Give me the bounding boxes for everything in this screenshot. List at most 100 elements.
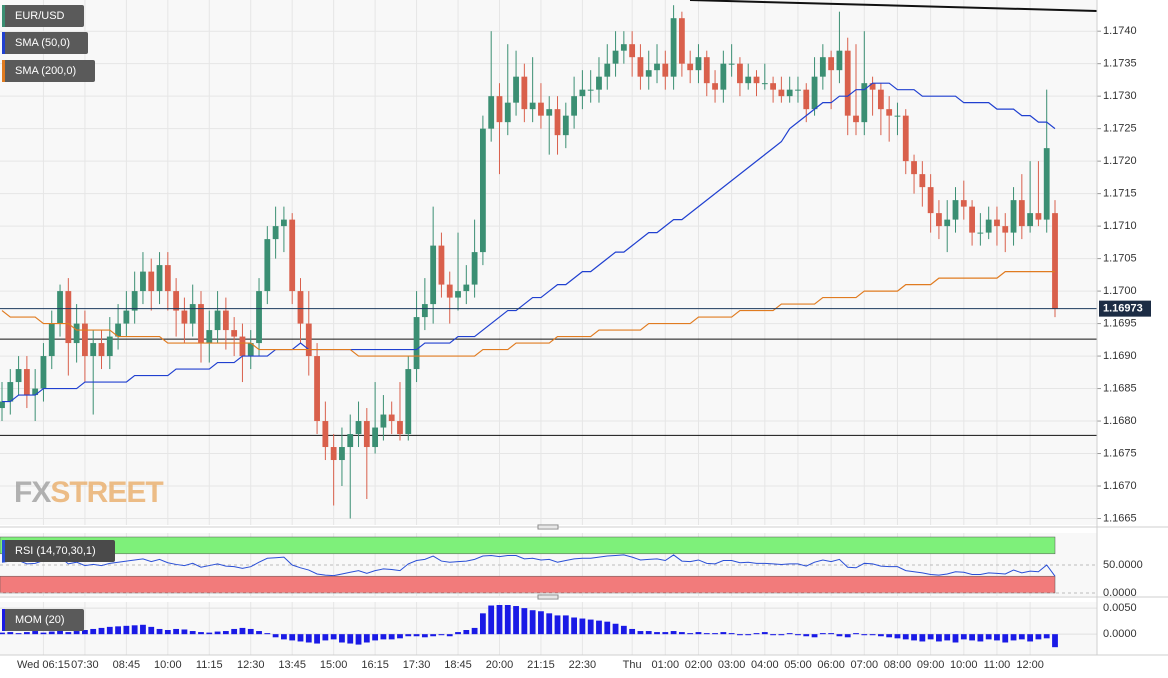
mom-bar [662,632,669,635]
mom-bar [770,634,776,636]
candle-body [861,83,868,123]
mom-bar [363,634,370,643]
mom-bar [960,634,967,640]
candle-body [828,57,835,71]
last-price-box [1099,300,1151,317]
mom-bar [678,632,685,635]
indicator-line [1,554,1056,577]
candle-body [363,421,370,448]
x-tick-label: 12:00 [1016,659,1044,671]
candle-body [173,291,180,311]
mom-bar [372,634,379,641]
mom-bar [728,633,735,635]
candle-body [645,70,652,77]
y-tick-label: 1.1685 [1103,382,1137,394]
mom-bar [936,634,942,642]
candle-body [538,102,544,116]
candle-body [430,245,437,305]
mom-bar [181,629,188,635]
candle-body [678,18,685,64]
candle-body [488,96,495,129]
x-tick-label: 09:00 [917,659,945,671]
mom-bar [123,625,130,635]
y-tick-label: 0.0050 [1103,602,1137,614]
candle-body [778,89,785,97]
candle-body [521,76,528,110]
legend-swatch [2,5,5,27]
candle-body [40,356,47,389]
candle-body [471,252,478,285]
candle-body [131,291,138,311]
candle-body [372,427,379,448]
candle-body [281,219,287,227]
candle-body [869,83,876,90]
mom-bar [0,632,5,635]
mom-bar [222,631,229,635]
last-price-label: 1.16973 [1103,303,1143,315]
mom-bar [438,634,445,636]
mom-bar [737,634,743,636]
candle-body [98,343,105,357]
candle-body [728,63,735,65]
x-tick-label: 13:45 [278,659,306,671]
candle-body [712,83,718,90]
candle-body [7,382,14,402]
candle-body [703,57,710,84]
x-tick-label: 02:00 [685,659,713,671]
legend-box [2,32,88,54]
pane-handle [537,524,559,530]
mom-bar [48,631,55,635]
legend-box [2,60,95,82]
y-tick-label: 1.1735 [1103,58,1137,70]
mom-bar [645,631,652,635]
candle-body [214,310,221,331]
candle-body [305,323,312,357]
y-tick-label: 1.1675 [1103,447,1137,459]
candle-body [695,57,702,71]
candle-body [90,343,97,357]
mom-bar [479,613,486,635]
mom-bar [380,634,387,640]
candle-body [811,76,818,110]
candle-body [413,317,420,370]
candle-body [985,219,992,233]
mom-bar [106,626,113,635]
mom-bar [281,634,287,640]
candle-body [339,447,345,461]
candle-body [322,421,329,448]
candle-body [977,232,984,234]
candle-body [795,89,801,91]
x-tick-label: 05:00 [784,659,812,671]
candle-body [314,356,320,422]
mom-bar [579,618,586,635]
mom-bar [488,605,495,635]
candle-body [960,200,967,207]
mom-bar [803,634,810,637]
candle-body [819,57,826,77]
mom-bar [115,626,121,635]
legend-label: SMA (200,0) [15,65,76,77]
y-tick-label: 1.1695 [1103,317,1137,329]
candle-body [380,414,387,428]
candle-body [969,206,975,233]
candle-body [82,323,88,357]
mom-bar [596,620,602,635]
candle-body [844,50,851,116]
x-tick-label: 20:00 [486,659,514,671]
mom-bar [405,634,412,637]
legend-label: SMA (50,0) [15,37,70,49]
mom-bar [1035,634,1042,640]
candle-body [803,89,810,110]
mom-bar [463,630,470,635]
sma-line [1,270,1055,357]
x-tick-label: 11:15 [196,659,223,671]
y-tick-label: 50.0000 [1103,559,1143,571]
mom-bar [587,619,594,635]
mom-bar [969,634,975,641]
candle-body [662,63,669,77]
candle-body [836,50,843,71]
x-tick-label: 07:30 [71,659,99,671]
candle-body [57,291,63,324]
mom-bar [836,634,843,637]
candle-body [256,291,262,344]
